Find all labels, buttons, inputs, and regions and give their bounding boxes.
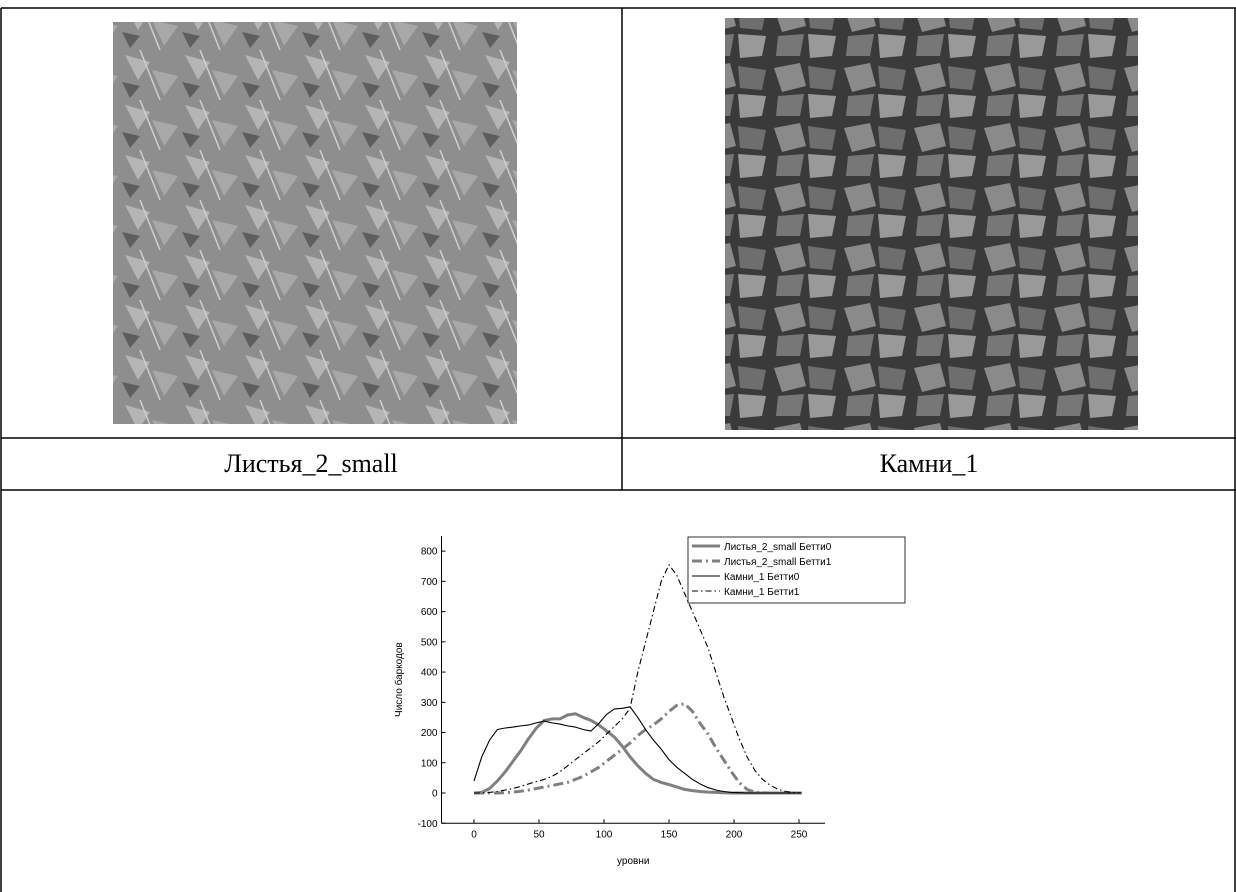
stones-image bbox=[725, 18, 1138, 430]
chart: -100 0 100 200 300 400 500 600 700 800 0 50 100 150 20… bbox=[393, 536, 905, 867]
y-tick-label: 0 bbox=[432, 789, 438, 800]
y-tick-label: 400 bbox=[421, 668, 438, 679]
cell-label: Листья_2_small bbox=[224, 449, 398, 478]
series-line bbox=[474, 707, 802, 793]
x-tick-label: 0 bbox=[471, 829, 477, 840]
x-axis-label: уровни bbox=[617, 856, 649, 867]
y-tick-label: 100 bbox=[421, 758, 438, 769]
document: Листья_2_small Камни_1 -100 0 100 200 300 400… bbox=[0, 0, 1236, 892]
x-tick-label: 100 bbox=[596, 829, 613, 840]
y-tick-label: 500 bbox=[421, 637, 438, 648]
y-tick-label: 200 bbox=[421, 728, 438, 739]
x-tick-label: 150 bbox=[661, 829, 678, 840]
x-tick-label: 50 bbox=[533, 829, 545, 840]
y-tick-label: 800 bbox=[421, 547, 438, 558]
legend-label: Камни_1 Бетти0 bbox=[724, 572, 800, 583]
legend-label: Листья_2_small Бетти1 bbox=[724, 557, 832, 568]
x-tick-label: 200 bbox=[726, 829, 743, 840]
legend-label: Камни_1 Бетти1 bbox=[724, 587, 800, 598]
leaves-image bbox=[113, 22, 517, 424]
x-tick-label: 250 bbox=[791, 829, 808, 840]
y-tick-label: -100 bbox=[417, 819, 437, 830]
y-tick-label: 300 bbox=[421, 698, 438, 709]
y-tick-label: 700 bbox=[421, 577, 438, 588]
y-tick-label: 600 bbox=[421, 607, 438, 618]
cell-label: Камни_1 bbox=[880, 449, 979, 478]
page: Листья_2_small Камни_1 -100 0 100 200 300 400… bbox=[0, 0, 1236, 892]
legend-label: Листья_2_small Бетти0 bbox=[724, 542, 832, 553]
y-axis-label: Число баркодов bbox=[393, 642, 405, 717]
